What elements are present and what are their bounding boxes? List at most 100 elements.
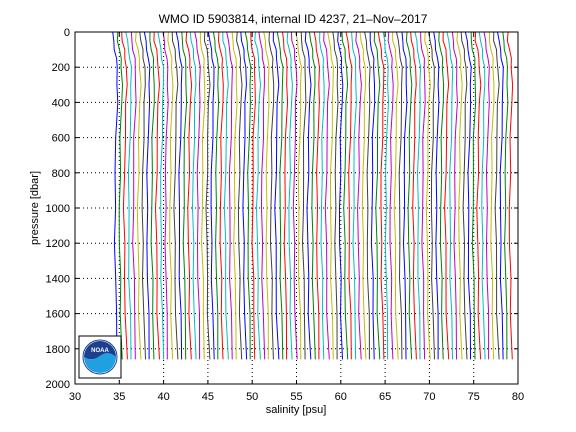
profile-line: [392, 32, 399, 360]
y-tick-label: 200: [52, 62, 70, 74]
profile-line: [506, 32, 514, 360]
profile-line: [276, 32, 284, 360]
y-tick-label: 800: [52, 168, 70, 180]
profile-line: [401, 32, 408, 360]
x-tick-label: 75: [468, 391, 480, 403]
profile-line: [502, 32, 509, 360]
x-tick-label: 70: [423, 391, 435, 403]
profile-line: [405, 32, 413, 360]
profile-line: [162, 32, 169, 360]
profile-line: [460, 32, 468, 360]
x-tick-label: 60: [335, 391, 347, 403]
profile-line: [442, 32, 450, 360]
profile-line: [428, 32, 435, 360]
chart-title: WMO ID 5903814, internal ID 4237, 21–Nov…: [159, 12, 428, 26]
profile-line: [351, 32, 357, 360]
profile-line: [290, 32, 298, 360]
profile-line: [446, 32, 454, 360]
profile-line: [143, 32, 151, 360]
profile-line: [438, 32, 445, 360]
profile-line: [345, 32, 353, 360]
profile-line: [369, 32, 376, 360]
x-tick-label: 55: [290, 391, 302, 403]
profile-line: [112, 32, 119, 360]
profile-line: [254, 32, 262, 360]
profile-line: [231, 32, 238, 360]
profile-line: [387, 32, 394, 360]
profile-line: [250, 32, 256, 360]
y-tick-label: 1400: [46, 273, 70, 285]
x-tick-label: 50: [246, 391, 258, 403]
profile-line: [130, 32, 137, 360]
profile-line: [355, 32, 362, 360]
profile-line: [414, 32, 422, 360]
profile-line: [116, 32, 124, 360]
profile-line: [300, 32, 307, 360]
x-tick-label: 35: [113, 391, 125, 403]
profile-line: [167, 32, 174, 360]
profile-line: [263, 32, 270, 360]
profile-line: [364, 32, 371, 360]
profile-line: [309, 32, 316, 360]
profile-line: [497, 32, 504, 360]
profile-line: [470, 32, 477, 360]
profile-line: [474, 32, 482, 360]
profile-line: [424, 32, 431, 360]
profile-line: [207, 32, 215, 360]
x-tick-label: 80: [512, 391, 524, 403]
x-tick-label: 65: [379, 391, 391, 403]
profile-line: [240, 32, 248, 360]
y-tick-label: 400: [52, 97, 70, 109]
profile-line: [121, 32, 128, 360]
profile-line: [149, 32, 155, 360]
profile-line: [199, 32, 206, 360]
profile-line: [139, 32, 146, 360]
profile-line: [134, 32, 142, 360]
y-axis-ticks: 0 200 400 600 800 1000 1200 1400 1600 1800 2000: [46, 27, 518, 391]
profile-line: [226, 32, 234, 360]
x-axis-ticks: 30 35 40 45 50 55 60 65 70 75 80: [69, 32, 524, 403]
profile-line: [125, 32, 133, 360]
y-tick-label: 2000: [46, 379, 70, 391]
profile-line: [189, 32, 197, 360]
profile-line: [488, 32, 495, 360]
profile-line: [212, 32, 220, 360]
profile-line: [341, 32, 349, 360]
x-tick-label: 40: [157, 391, 169, 403]
x-tick-label: 45: [202, 391, 214, 403]
y-tick-label: 1600: [46, 309, 70, 321]
y-tick-label: 0: [64, 27, 70, 39]
profile-line: [185, 32, 193, 360]
x-tick-label: 30: [69, 391, 81, 403]
profile-line: [464, 32, 472, 360]
profile-line: [222, 32, 229, 360]
profile-line: [313, 32, 321, 360]
profile-line: [493, 32, 500, 360]
profile-line: [377, 32, 385, 360]
y-axis-label: pressure [dbar]: [29, 171, 41, 245]
profile-line: [410, 32, 417, 360]
profile-line: [272, 32, 280, 360]
profile-lines: [112, 32, 514, 360]
profile-line: [433, 32, 440, 360]
profile-line: [236, 32, 243, 360]
profile-line: [175, 32, 183, 360]
profile-line: [483, 32, 490, 360]
y-tick-label: 1000: [46, 203, 70, 215]
profile-line: [217, 32, 224, 360]
y-tick-label: 1200: [46, 238, 70, 250]
profile-line: [456, 32, 463, 360]
profile-line: [478, 32, 486, 360]
profile-line: [157, 32, 165, 360]
profile-line: [337, 32, 344, 360]
profile-line: [194, 32, 201, 360]
profile-line: [295, 32, 302, 360]
profile-line: [373, 32, 381, 360]
y-tick-label: 600: [52, 133, 70, 145]
profile-line: [153, 32, 161, 360]
profile-line: [203, 32, 211, 360]
profile-line: [319, 32, 325, 360]
profile-line: [332, 32, 339, 360]
profile-line: [282, 32, 289, 360]
